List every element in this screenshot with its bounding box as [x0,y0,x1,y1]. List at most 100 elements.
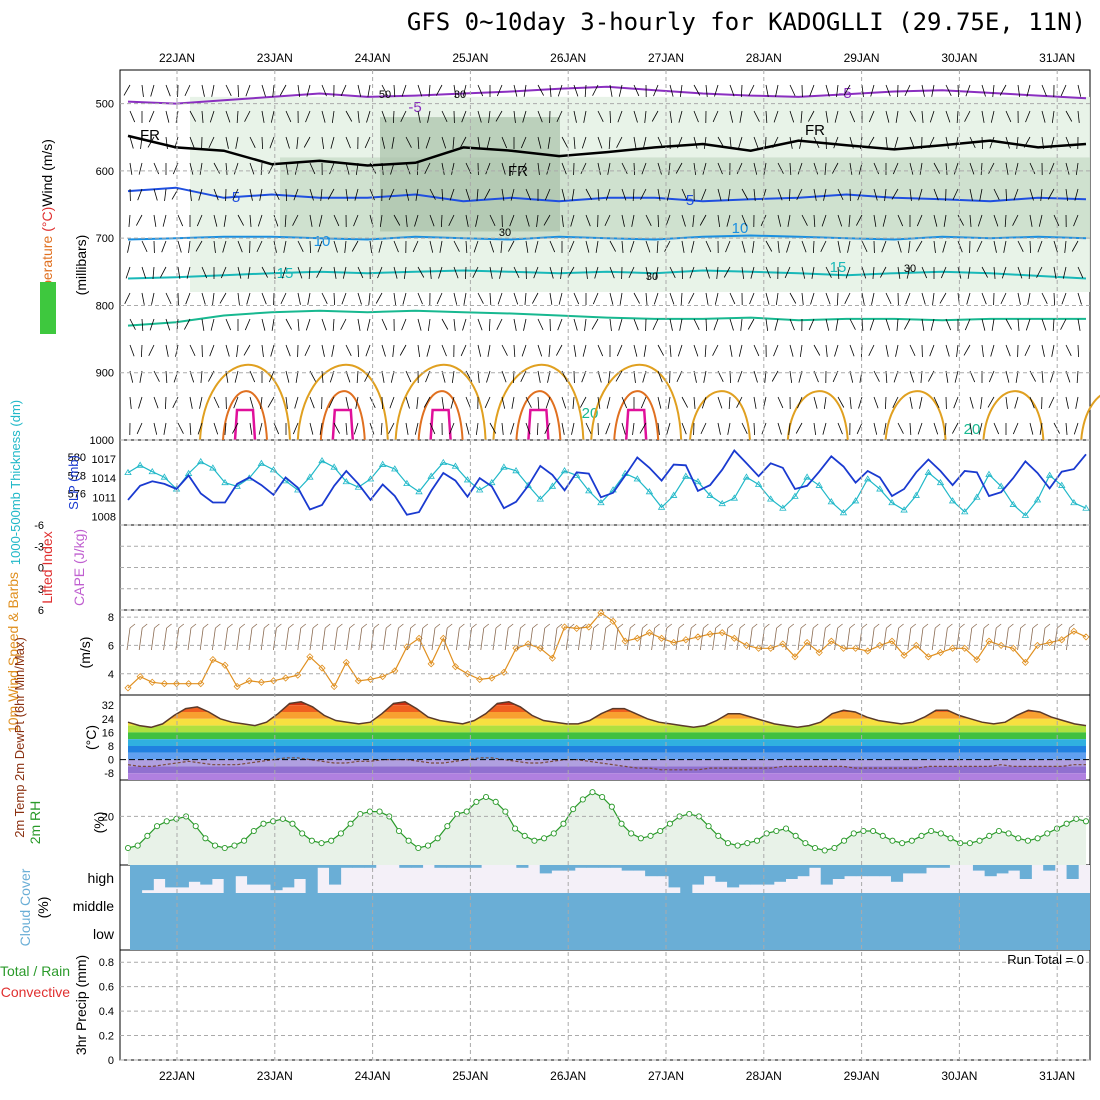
wind-barb [309,396,315,409]
isotherm-30-loop [222,390,268,441]
wind-barb [499,266,503,279]
wind-barb [801,240,807,253]
wind-barb [849,396,852,409]
rh2m-point [231,842,238,849]
wind-barb [268,370,275,383]
wind-barb [429,214,435,227]
wind-speed-point [730,634,738,642]
cape-ylabel: CAPE (J/kg) [71,529,87,606]
wind-barb [573,344,577,357]
wind-barb [261,292,267,305]
surface-wind-barb-flag [995,623,1002,629]
wind-barb [225,162,228,175]
wind-barb [585,266,588,279]
wind-barb [679,84,683,97]
wind-barb [321,110,326,123]
wind-barb [292,422,299,435]
wind-barb [486,136,491,149]
millibars-label: (millibars) [73,235,89,296]
wind-barb [1039,422,1043,435]
wind-speed-point [949,644,957,652]
wind-barb [933,396,940,409]
surface-wind-barb [614,627,619,651]
thickness-point [936,478,945,486]
wind-barb [919,396,923,409]
wind-barb [945,162,948,175]
wind-barb [195,240,203,252]
ytick-label: 600 [96,166,114,178]
wind-barb [357,266,364,279]
wind-barb [1037,240,1043,253]
xtick-label-bottom: 22JAN [159,1069,195,1083]
surface-wind-barb [212,627,216,651]
temp-ytick: 0 [108,755,114,767]
wind-barb [285,344,291,357]
wind-barb [825,84,830,97]
wind-barb [956,344,959,357]
wind-barb [465,422,470,435]
wind-barb [441,396,445,409]
wind-barb [548,344,551,357]
wind-barb [1065,110,1073,122]
surface-wind-barb-flag [202,623,209,629]
surface-wind-barb [687,627,692,651]
xtick-label-top: 31JAN [1039,51,1075,65]
wind-barb [484,188,491,200]
slp-line [127,449,1087,516]
wind-barb [388,188,395,201]
wind-barb [692,214,695,227]
wind-barb [149,318,155,331]
isotherm-25-loop [590,363,683,441]
wind-barb [633,344,638,357]
wind-barb [1060,318,1067,330]
surface-wind-barb [456,627,460,651]
surface-wind-barb-flag [898,623,904,629]
wind-barb [1061,292,1067,305]
wind-barb [833,136,839,149]
thickness-point [391,465,399,472]
cloud-high-bar [563,865,576,871]
wind-barb [604,214,611,227]
wind-barb [651,110,659,122]
wind-barb [1005,370,1010,383]
temp-band [128,725,1086,733]
wind-barb [643,344,647,357]
wind-barb [558,292,563,305]
surface-wind-barb-flag [520,623,526,629]
wind-barb [607,162,611,175]
wind-barb [631,214,635,227]
wind-barb [165,344,169,357]
wind-barb [1005,318,1012,330]
wind-barb [655,266,659,279]
rh2m-point [1024,837,1031,844]
surface-wind-barb-flag [166,623,172,629]
panel-frame-1 [119,439,1091,526]
wind-speed-point [306,653,314,661]
surface-wind-barb-flag [727,623,734,629]
surface-wind-barb [187,627,192,651]
wind-barb [799,136,803,149]
cloud-high-bar [691,865,705,885]
surface-wind-barb-flag [959,623,965,629]
wind-barb [884,396,887,410]
wind-barb [621,240,624,253]
rh2m-point [376,808,383,815]
wind-barb [1050,136,1055,149]
surface-wind-barb [870,627,875,651]
wind-barb [405,136,412,148]
cloud-high-bar [937,865,950,868]
wind-barb [813,188,817,201]
wind-barb [883,422,887,435]
cloud-high-bar [399,865,412,868]
wind-barb [369,188,375,201]
wind-barb [129,344,135,357]
wind-barb [729,344,733,357]
surface-wind-barb [309,627,314,651]
wind-barb [333,422,340,434]
cloud-high-bar [282,865,295,888]
wind-barb [693,318,700,330]
thickness-point [900,506,908,513]
wind-speed-point [985,637,993,645]
wind-barb [981,318,986,331]
wind-barb [988,162,995,174]
